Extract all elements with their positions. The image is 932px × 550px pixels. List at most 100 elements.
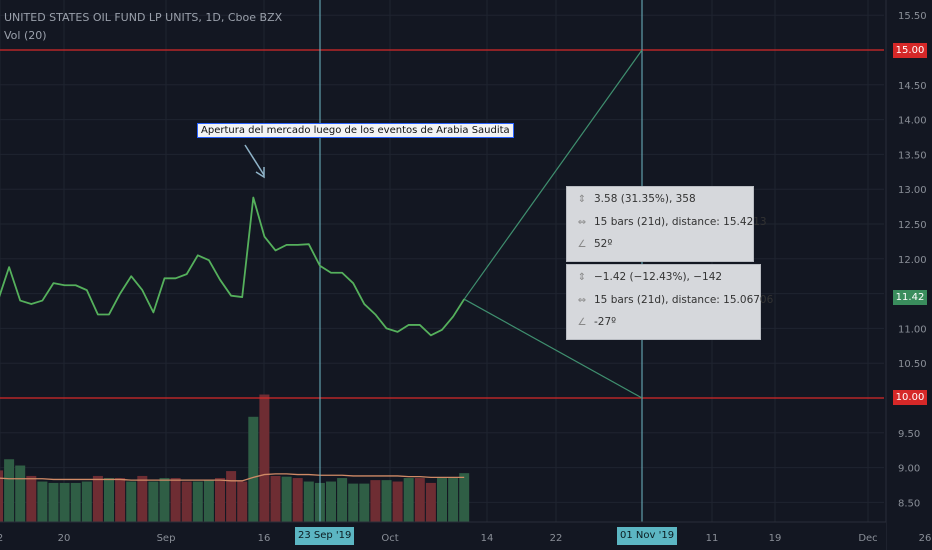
projection-line [463,49,643,300]
measure-row-price: ⇕ 3.58 (31.35%), 358 [573,193,696,207]
volume-bar [148,481,159,522]
volume-bar [248,416,259,522]
y-tick-label: 14.50 [898,81,927,92]
grid [0,0,926,522]
volume-bar [15,465,26,522]
volume-bar [403,478,414,522]
price-range-icon: ⇕ [577,194,587,205]
volume-bar [326,481,336,522]
angle-icon: ∠ [577,317,587,328]
x-tick-label: 20 [58,533,71,544]
volume-pane [0,394,470,522]
volume-bar [237,481,248,522]
y-tick-label: 9.50 [898,429,920,440]
volume-legend[interactable]: Vol (20) [4,29,47,42]
volume-bar [0,470,3,522]
y-tick-label: 8.50 [898,498,920,509]
volume-bar [226,471,237,522]
measure-box-down[interactable]: ⇕ −1.42 (−12.43%), −142 ⇔ 15 bars (21d), d… [566,264,773,340]
y-tick-label: 9.00 [898,464,920,475]
projection-line [463,298,643,399]
annotation-arrow [244,144,265,179]
volume-bar [425,482,436,522]
volume-bar [59,482,70,522]
x-tick-label: Oct [381,533,398,544]
measure-box-up[interactable]: ⇕ 3.58 (31.35%), 358 ⇔ 15 bars (21d), dist… [566,186,767,262]
y-tick-label: 11.00 [898,324,927,335]
volume-bar [159,478,170,522]
measure-row-angle: ∠ 52º [573,238,613,252]
volume-bar [4,459,15,522]
volume-bar [259,394,270,522]
price-axis-bg [886,0,932,550]
y-tick-label: 15.50 [898,11,927,22]
volume-bar [137,475,148,522]
volume-bar [337,478,348,522]
x-tick-label: Dec [858,533,877,544]
volume-bar [448,478,459,522]
x-tick-label: 11 [706,533,719,544]
volume-bar [48,482,59,522]
volume-bar [370,480,381,522]
time-axis: 2 20 Sep 16 Oct 14 22 11 19 Dec 26 [0,521,931,550]
volume-bar [170,478,181,522]
x-tick-label: 14 [481,533,494,544]
y-tick-label: 12.50 [898,220,927,231]
x-tick-label: 19 [769,533,782,544]
x-tick-label: 22 [550,533,563,544]
volume-bar [70,482,81,522]
price-axis: 15.50 15.00 14.50 14.00 13.50 13.00 12.50 12.00… [885,0,932,550]
volume-bar [281,476,292,522]
volume-bar [104,478,114,522]
price-line [0,196,465,337]
volume-bar [37,481,48,522]
bars-range-icon: ⇔ [577,217,587,228]
volume-bar [215,478,225,522]
volume-ma-line [0,473,465,482]
volume-bar [348,483,359,522]
x-tick-label: 2 [0,533,3,544]
price-series [0,196,465,337]
price-tag-low-level: 10.00 [893,390,927,405]
bars-range-icon: ⇔ [577,295,587,306]
measure-row-bars: ⇔ 15 bars (21d), distance: 15.06706 [573,294,774,308]
volume-bar [292,478,303,522]
time-tag-right: 01 Nov '19 [617,527,678,545]
volume-bar [392,481,403,522]
volume-bar [303,481,314,522]
symbol-title[interactable]: UNITED STATES OIL FUND LP UNITS, 1D, Cbo… [4,11,283,24]
volume-bar [181,481,192,522]
measure-row-price: ⇕ −1.42 (−12.43%), −142 [573,271,722,285]
volume-bar [115,478,126,522]
y-tick-label: 10.50 [898,359,927,370]
volume-bar [192,481,203,522]
volume-bar [81,481,92,522]
arrow-down-right-icon [244,144,265,176]
arrow-head [255,167,265,179]
volume-bar [437,478,447,522]
volume-bar [414,478,425,522]
x-tick-label: Sep [157,533,176,544]
time-tag-left: 23 Sep '19 [295,527,355,545]
volume-bar [26,475,37,522]
y-tick-label: 13.50 [898,150,927,161]
volume-bar [270,475,281,522]
y-tick-label: 14.00 [898,116,927,127]
price-range-icon: ⇕ [577,272,587,283]
time-axis-bg [0,522,886,550]
volume-bar [381,480,392,522]
price-tag-high-level: 15.00 [893,43,927,58]
angle-icon: ∠ [577,239,587,250]
volume-bar [92,475,103,522]
volume-bar [126,481,137,522]
measure-row-bars: ⇔ 15 bars (21d), distance: 15.4213 [573,216,767,230]
y-tick-label: 13.00 [898,185,927,196]
price-tag-last: 11.42 [893,290,927,305]
y-tick-label: 12.00 [898,255,927,266]
measure-row-angle: ∠ -27º [573,316,617,330]
x-tick-label: 16 [258,533,271,544]
volume-bar [203,480,214,522]
annotation-note[interactable]: Apertura del mercado luego de los evento… [197,123,514,138]
volume-bar [359,483,370,522]
